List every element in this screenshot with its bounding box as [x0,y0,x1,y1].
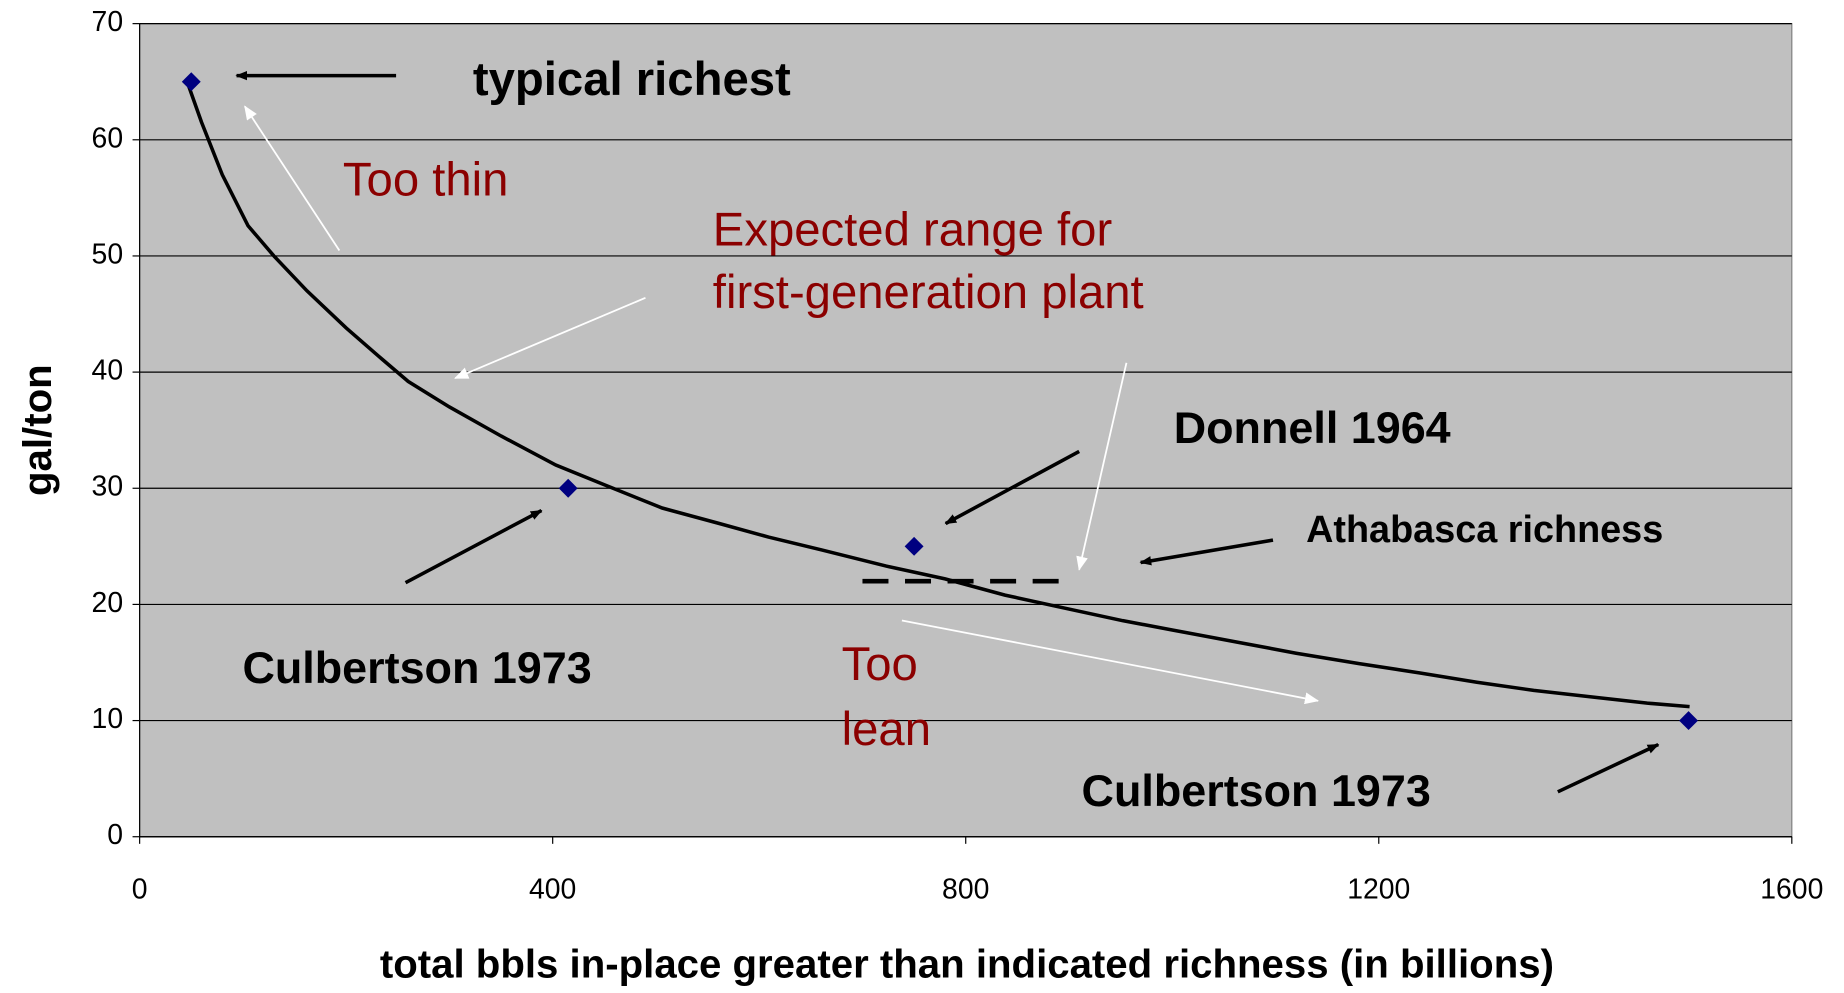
arrow [1076,362,1128,571]
x-tick-label: 1200 [1347,874,1410,906]
arrow [1557,742,1660,794]
arrow [244,105,341,252]
y-tick-label: 70 [92,6,124,38]
x-tick-label: 1600 [1760,874,1823,906]
arrow [944,449,1081,526]
x-tick-label: 400 [529,874,576,906]
arrow [454,297,646,379]
annotation: Athabasca richness [1306,509,1663,551]
data-point [1679,711,1699,731]
annotation: Donnell 1964 [1174,402,1451,453]
data-point [181,72,201,92]
annotation: Too [842,638,918,691]
y-tick-label: 30 [92,471,124,503]
x-axis-title: total bbls in-place greater than indicat… [380,941,1554,986]
arrow [404,508,543,585]
y-tick-label: 50 [92,238,124,270]
curve [185,81,1690,709]
annotation: Culbertson 1973 [242,642,591,693]
x-tick-label: 0 [132,874,148,906]
y-tick-label: 60 [92,122,124,154]
annotation: Culbertson 1973 [1082,765,1431,816]
plot-area [139,23,1793,838]
annotation: typical richest [473,53,791,106]
y-axis-title: gal/ton [15,364,60,496]
arrow [1139,538,1274,566]
data-point [558,478,578,498]
y-tick-label: 10 [92,703,124,735]
annotation: lean [842,703,931,756]
annotation: first-generation plant [713,266,1144,319]
arrow [901,619,1320,705]
y-tick-label: 40 [92,355,124,387]
annotation: Expected range for [713,203,1112,256]
x-tick-label: 800 [942,874,989,906]
y-tick-label: 0 [107,819,123,851]
annotation: Too thin [343,154,509,207]
y-tick-label: 20 [92,587,124,619]
